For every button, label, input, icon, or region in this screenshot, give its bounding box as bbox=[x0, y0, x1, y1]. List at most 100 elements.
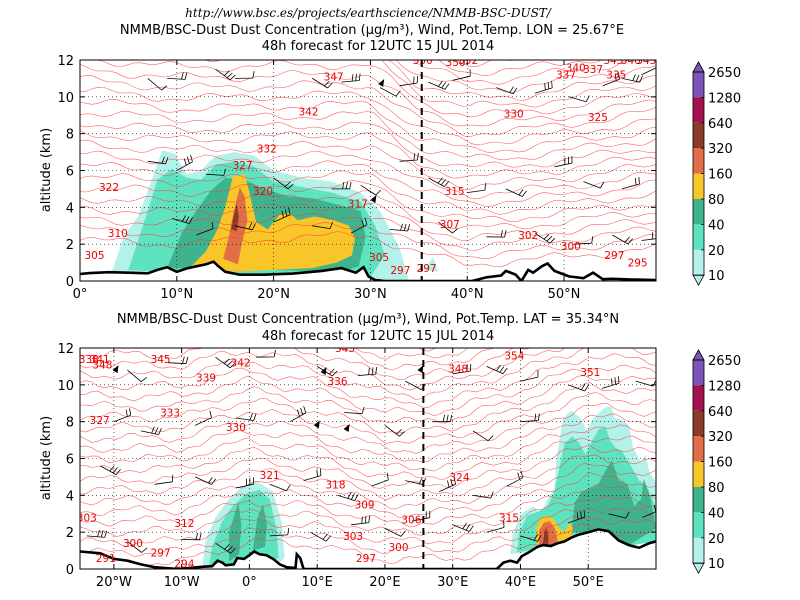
upper-dust-area-6 bbox=[423, 257, 439, 272]
lower-colorbar-swatch-3 bbox=[693, 461, 704, 487]
upper-contour-label-27: 325 bbox=[588, 112, 608, 124]
lower-ytick-label-3: 6 bbox=[66, 453, 74, 468]
lower-contour-label-22: 300 bbox=[388, 542, 408, 554]
upper-dust-area-5 bbox=[231, 203, 239, 232]
lower-colorbar-label-8: 2650 bbox=[708, 354, 741, 369]
lower-wind-barb-35 bbox=[86, 529, 108, 538]
upper-colorbar-swatch-2 bbox=[693, 199, 704, 225]
lower-wind-barb-14 bbox=[140, 426, 162, 435]
upper-wind-barb-13 bbox=[602, 72, 620, 87]
upper-contour-label-29: 295 bbox=[628, 258, 648, 270]
upper-wind-barb-36 bbox=[437, 221, 458, 234]
lower-wind-barb-49 bbox=[642, 504, 656, 518]
upper-wind-barb-16 bbox=[147, 156, 169, 165]
lower-wind-barb-44 bbox=[452, 522, 474, 532]
upper-contour-label-21: 337 bbox=[556, 70, 576, 82]
lower-xtick-label-4: 20°E bbox=[369, 575, 400, 590]
upper-xtick-label-1: 10°N bbox=[160, 287, 193, 302]
lower-wind-barb-27 bbox=[269, 483, 291, 492]
upper-contour-label-9: 305 bbox=[369, 252, 389, 264]
upper-contour-label-4: 332 bbox=[257, 143, 277, 155]
lower-colorbar-label-0: 10 bbox=[708, 557, 725, 572]
lower-contour-label-2: 348 bbox=[92, 360, 112, 372]
upper-wind-barb-27 bbox=[583, 181, 605, 189]
lower-wind-barb-9 bbox=[520, 370, 539, 382]
lower-wind-barb-39 bbox=[269, 527, 290, 537]
upper-colorbar-label-6: 640 bbox=[708, 117, 733, 132]
upper-colorbar-swatch-0 bbox=[693, 249, 704, 276]
upper-contour-label-22: 340 bbox=[566, 62, 586, 74]
lower-colorbar-label-2: 40 bbox=[708, 506, 725, 521]
upper-wind-barb-2 bbox=[215, 68, 236, 81]
upper-cross-section: NMMB/BSC-Dust Dust Concentration (µg/m³)… bbox=[39, 23, 657, 302]
lower-wind-barb-33 bbox=[472, 491, 494, 499]
lower-contour-label-0: 338 bbox=[79, 354, 99, 366]
upper-wind-barb-11 bbox=[534, 80, 553, 94]
lower-contour-label-13: 309 bbox=[355, 500, 375, 512]
upper-xtick-label-3: 30°N bbox=[354, 287, 387, 302]
upper-title-line1: NMMB/BSC-Dust Dust Concentration (µg/m³)… bbox=[120, 23, 624, 38]
upper-contour-label-6: 317 bbox=[348, 199, 368, 211]
lower-ylabel: altitude (km) bbox=[39, 416, 54, 500]
upper-contour-label-18: 302 bbox=[518, 230, 538, 242]
lower-ytick-label-4: 8 bbox=[66, 416, 74, 431]
lower-ytick-label-6: 12 bbox=[57, 342, 74, 357]
lower-wind-barb-24 bbox=[154, 474, 174, 485]
upper-xtick-label-2: 20°N bbox=[257, 287, 290, 302]
lower-ytick-label-5: 10 bbox=[57, 379, 74, 394]
lower-xtick-label-5: 30°E bbox=[437, 575, 468, 590]
upper-wind-barb-18 bbox=[205, 168, 227, 176]
lower-xtick-label-7: 50°E bbox=[573, 575, 604, 590]
upper-wind-barb-22 bbox=[399, 153, 419, 162]
upper-ytick-label-6: 12 bbox=[57, 54, 74, 69]
lower-contour-label-12: 318 bbox=[325, 479, 345, 491]
upper-contour-label-24: 335 bbox=[606, 70, 626, 82]
lower-wind-barb-0 bbox=[127, 369, 147, 383]
upper-wind-barb-19 bbox=[273, 177, 294, 190]
lower-terrain-line bbox=[80, 528, 656, 569]
upper-wind-pennant-0 bbox=[378, 78, 385, 87]
upper-colorbar-label-0: 10 bbox=[708, 269, 725, 284]
upper-ytick-label-3: 6 bbox=[66, 165, 74, 180]
upper-colorbar-swatch-5 bbox=[693, 122, 704, 149]
lower-contour-label-14: 312 bbox=[174, 518, 194, 530]
lower-xtick-label-6: 40°E bbox=[505, 575, 536, 590]
lower-contour-label-26: 348 bbox=[448, 363, 468, 375]
lower-contour-label-5: 339 bbox=[196, 373, 216, 385]
upper-wind-barb-1 bbox=[167, 72, 188, 80]
upper-wind-barb-15 bbox=[641, 60, 656, 76]
lower-title-line2: 48h forecast for 12UTC 15 JUL 2014 bbox=[262, 329, 495, 344]
lower-wind-barb-46 bbox=[520, 534, 542, 542]
lower-contour-label-20: 303 bbox=[343, 531, 363, 543]
lower-wind-barb-1 bbox=[168, 356, 189, 365]
upper-wind-barb-31 bbox=[234, 222, 256, 231]
lower-wind-barb-28 bbox=[303, 468, 322, 481]
lower-wind-barb-34 bbox=[506, 470, 524, 487]
lower-wind-barb-11 bbox=[601, 376, 620, 389]
upper-axis-ticks: 0° 10°N 20°N 30°N 40°N 50°N 0 2 4 6 8 10 12 bbox=[57, 54, 656, 302]
upper-wind-barb-37 bbox=[486, 230, 507, 238]
upper-colorbar-label-4: 160 bbox=[708, 168, 733, 183]
upper-wind-barb-35 bbox=[389, 223, 411, 232]
lower-contour-label-15: 303 bbox=[77, 512, 97, 524]
upper-wind-barb-3 bbox=[234, 71, 255, 79]
upper-contour-label-1: 310 bbox=[108, 228, 128, 240]
upper-colorbar-swatch-3 bbox=[693, 173, 704, 199]
lower-contour-label-17: 297 bbox=[151, 547, 171, 559]
lower-wind-barb-15 bbox=[195, 410, 212, 426]
lower-wind-barb-18 bbox=[344, 406, 365, 415]
lower-dust-area-6 bbox=[571, 460, 656, 546]
upper-wind-barb-41 bbox=[641, 231, 656, 241]
lower-wind-barb-40 bbox=[310, 531, 331, 542]
upper-wind-barb-28 bbox=[621, 176, 640, 190]
lower-ytick-label-2: 4 bbox=[66, 489, 74, 504]
lower-wind-barb-38 bbox=[215, 542, 236, 554]
upper-contour-label-23: 345 bbox=[603, 55, 623, 67]
lower-colorbar-label-4: 160 bbox=[708, 456, 733, 471]
lower-wind-barb-4 bbox=[316, 366, 338, 377]
upper-wind-barb-39 bbox=[573, 236, 594, 245]
lower-theta-contours bbox=[80, 348, 656, 567]
lower-wind-barb-13 bbox=[113, 408, 132, 423]
